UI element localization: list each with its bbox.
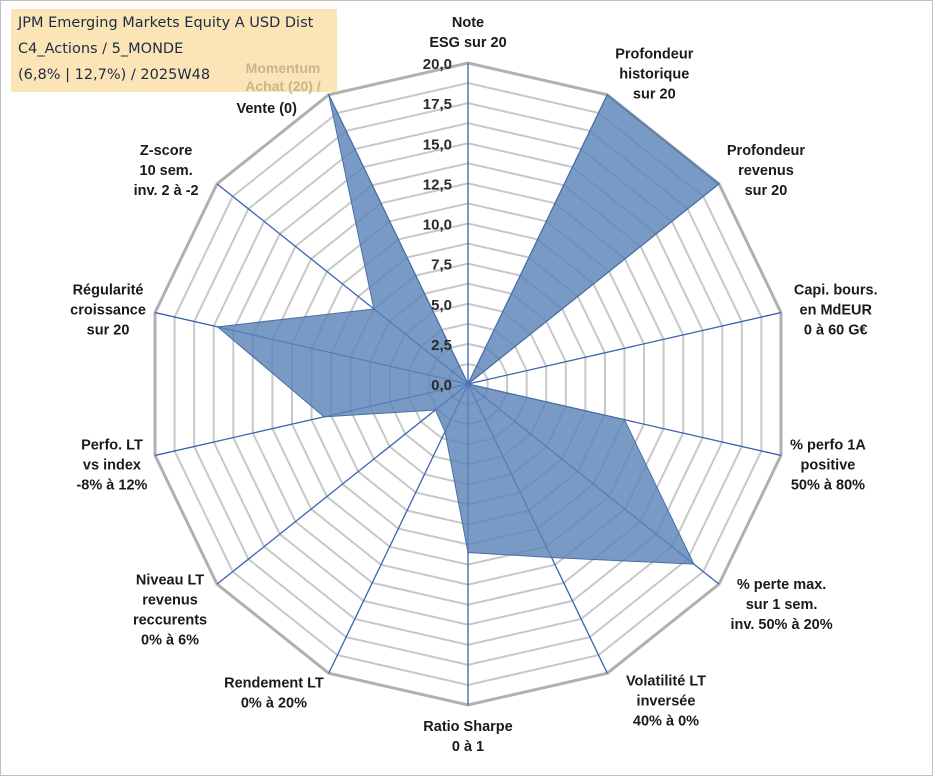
axis-label-line: sur 1 sem. bbox=[746, 597, 818, 613]
axis-label-line: revenus bbox=[142, 593, 198, 609]
axis-label-line: 0% à 20% bbox=[241, 695, 307, 711]
axis-label-line: revenus bbox=[738, 163, 794, 179]
axis-label-line: sur 20 bbox=[87, 323, 130, 339]
axis-label: Niveau LT revenus reccurents 0% à 6% bbox=[133, 573, 207, 649]
axis-label-line: Capi. bours. bbox=[794, 283, 878, 299]
data-point bbox=[467, 551, 469, 554]
axis-label-line: 0 à 1 bbox=[452, 739, 484, 755]
axis-label: Note ESG sur 20 bbox=[429, 15, 506, 51]
axis-label: Z-score 10 sem. inv. 2 à -2 bbox=[134, 143, 199, 199]
data-point bbox=[327, 93, 330, 96]
momentum-label: Momentum Achat (20) / bbox=[233, 59, 333, 95]
axis-label: Vente (0) bbox=[237, 101, 298, 117]
data-point bbox=[693, 563, 695, 565]
fund-performance-week: (6,8% | 12,7%) / 2025W48 bbox=[18, 67, 211, 83]
momentum-title: Momentum bbox=[245, 60, 321, 76]
axis-label: % perfo 1A positive 50% à 80% bbox=[790, 437, 866, 493]
data-point bbox=[467, 383, 469, 385]
axis-label-line: inversée bbox=[637, 694, 696, 710]
momentum-achat: Achat (20) / bbox=[245, 78, 321, 94]
data-point bbox=[606, 93, 609, 96]
data-point bbox=[718, 183, 720, 185]
data-point bbox=[550, 556, 553, 559]
radial-tick-labels: 0,0 2,5 5,0 7,5 10,0 12,5 15,0 17,5 20,0 bbox=[423, 56, 452, 394]
axis-label: Régularité croissance sur 20 bbox=[70, 283, 146, 339]
axis-label-line: 40% à 0% bbox=[633, 714, 699, 730]
axis-label-line: vs index bbox=[83, 457, 141, 473]
data-point bbox=[434, 409, 437, 411]
axis-label-line: Régularité bbox=[73, 283, 144, 299]
tick-label: 12,5 bbox=[423, 176, 452, 193]
tick-label: 17,5 bbox=[423, 96, 452, 113]
axis-label-line: croissance bbox=[70, 303, 146, 319]
axis-label-line: Ratio Sharpe bbox=[423, 719, 512, 735]
axis-label-line: Niveau LT bbox=[136, 573, 204, 589]
axis-label-line: Volatilité LT bbox=[626, 674, 706, 690]
axis-label-line: 10 sem. bbox=[140, 163, 193, 179]
axis-label: Capi. bours. en MdEUR 0 à 60 G€ bbox=[794, 283, 878, 339]
axis-label-line: 0 à 60 G€ bbox=[804, 323, 868, 339]
tick-label: 15,0 bbox=[423, 136, 452, 153]
data-point bbox=[444, 430, 446, 433]
axis-label-line: Profondeur bbox=[727, 143, 805, 159]
tick-label: 5,0 bbox=[431, 297, 452, 314]
fund-category: C4_Actions / 5_MONDE bbox=[18, 41, 184, 57]
tick-label: 0,0 bbox=[431, 377, 452, 394]
axis-label: Profondeur historique sur 20 bbox=[615, 46, 693, 102]
axis-label-line: reccurents bbox=[133, 613, 207, 629]
data-point bbox=[623, 418, 626, 421]
tick-label: 7,5 bbox=[431, 257, 452, 274]
title-box: JPM Emerging Markets Equity A USD Dist C… bbox=[11, 9, 337, 95]
tick-label: 20,0 bbox=[423, 56, 452, 73]
axis-label-line: Perfo. LT bbox=[81, 437, 143, 453]
axis-label-line: inv. 2 à -2 bbox=[134, 183, 199, 199]
radar-area-layer bbox=[216, 93, 720, 565]
axis-label-line: Rendement LT bbox=[224, 675, 324, 691]
data-point bbox=[216, 326, 219, 328]
axis-spoke bbox=[216, 383, 469, 585]
axis-label-line: 50% à 80% bbox=[791, 477, 865, 493]
axis-label: Rendement LT 0% à 20% bbox=[224, 675, 324, 711]
data-point bbox=[323, 416, 325, 418]
axis-label-line: sur 20 bbox=[633, 86, 676, 102]
axis-label: % perte max. sur 1 sem. inv. 50% à 20% bbox=[731, 577, 833, 633]
axis-label-line: % perte max. bbox=[737, 577, 826, 593]
fund-name: JPM Emerging Markets Equity A USD Dist bbox=[18, 15, 314, 31]
axis-label-line: positive bbox=[801, 457, 856, 473]
axis-label-line: Z-score bbox=[140, 143, 192, 159]
tick-label: 2,5 bbox=[431, 337, 452, 354]
axis-labels: Note ESG sur 20 Profondeur historique sur 20… bbox=[70, 15, 877, 755]
axis-label: Perfo. LT vs index -8% à 12% bbox=[76, 437, 147, 493]
axis-label-line: Vente (0) bbox=[237, 101, 298, 117]
axis-label-line: 0% à 6% bbox=[141, 633, 199, 649]
axis-label-line: historique bbox=[619, 66, 689, 82]
axis-label-line: % perfo 1A bbox=[790, 437, 866, 453]
axis-label-line: -8% à 12% bbox=[76, 477, 147, 493]
axis-spoke bbox=[467, 311, 782, 385]
axis-label-line: Profondeur bbox=[615, 46, 693, 62]
axis-label: Ratio Sharpe 0 à 1 bbox=[423, 719, 512, 755]
axis-label-line: sur 20 bbox=[745, 183, 788, 199]
axis-label-line: ESG sur 20 bbox=[429, 35, 506, 51]
axis-label: Volatilité LT inversée 40% à 0% bbox=[626, 674, 706, 730]
axis-label-line: inv. 50% à 20% bbox=[731, 617, 833, 633]
tick-label: 10,0 bbox=[423, 217, 452, 234]
axis-label-line: en MdEUR bbox=[800, 303, 873, 319]
axis-label-line: Note bbox=[452, 15, 484, 31]
axis-label: Profondeur revenus sur 20 bbox=[727, 143, 805, 199]
data-point bbox=[373, 308, 375, 310]
